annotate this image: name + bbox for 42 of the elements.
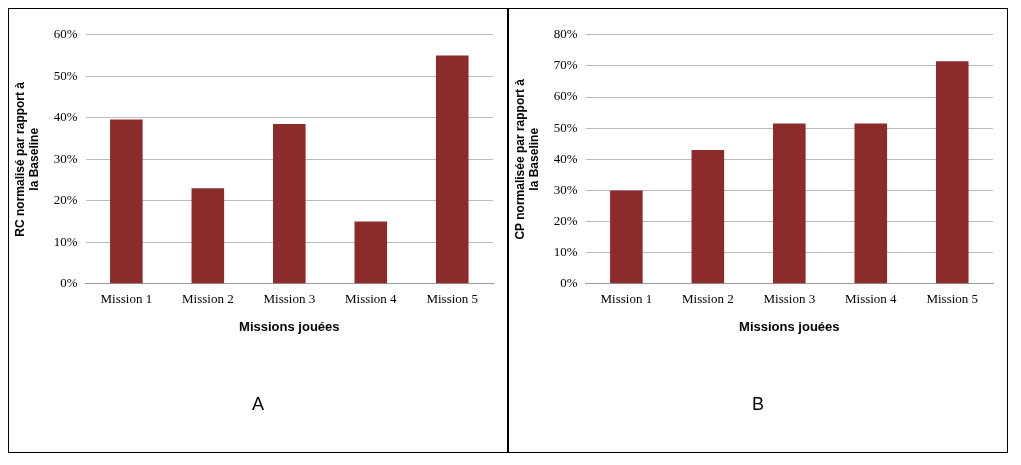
bar bbox=[691, 149, 725, 284]
x-tick-label: Mission 4 bbox=[844, 291, 898, 307]
y-tick-label: 60% bbox=[53, 26, 78, 42]
x-tick-label: Mission 3 bbox=[763, 291, 816, 307]
text: B bbox=[751, 394, 765, 415]
y-tick-label: 40% bbox=[553, 150, 578, 166]
bar bbox=[273, 124, 306, 284]
y-tick-label: 20% bbox=[553, 212, 578, 228]
x-tick-label: Mission 4 bbox=[344, 291, 398, 307]
x-tick-label: Mission 3 bbox=[263, 291, 316, 307]
y-tick-label: 20% bbox=[53, 192, 78, 208]
y-tick-label: 60% bbox=[553, 88, 578, 104]
y-tick-label: 40% bbox=[53, 109, 78, 125]
y-tick-label: 10% bbox=[553, 244, 578, 260]
bar bbox=[610, 190, 643, 284]
y-axis-title: RC normalisé par rapport à la Baseline bbox=[12, 81, 41, 237]
y-tick-label: 30% bbox=[53, 150, 78, 166]
y-tick-label: 10% bbox=[53, 233, 78, 249]
y-tick-label: 0% bbox=[560, 275, 578, 291]
y-tick-label: 80% bbox=[553, 26, 578, 42]
x-tick-label: Mission 2 bbox=[682, 291, 734, 307]
y-axis-title: CP normalisée par rapport à la Baseline bbox=[512, 78, 541, 240]
y-tick-label: 70% bbox=[553, 57, 578, 73]
bar bbox=[935, 61, 969, 284]
bar bbox=[110, 119, 143, 284]
x-axis-title: Missions jouées bbox=[739, 318, 840, 334]
bar bbox=[854, 123, 888, 284]
x-axis-title: Missions jouées bbox=[239, 318, 340, 334]
bar bbox=[191, 188, 225, 284]
bar bbox=[773, 123, 806, 284]
bar bbox=[354, 221, 388, 284]
y-tick-label: 50% bbox=[53, 67, 78, 83]
text: A bbox=[251, 394, 265, 415]
y-tick-label: 50% bbox=[553, 119, 578, 135]
x-tick-label: Mission 2 bbox=[182, 291, 234, 307]
bar bbox=[435, 55, 469, 284]
x-tick-label: Mission 5 bbox=[426, 291, 479, 307]
x-tick-label: Mission 1 bbox=[100, 291, 153, 307]
x-tick-label: Mission 5 bbox=[926, 291, 979, 307]
x-tick-label: Mission 1 bbox=[600, 291, 653, 307]
y-tick-label: 0% bbox=[60, 275, 78, 291]
y-tick-label: 30% bbox=[553, 181, 578, 197]
